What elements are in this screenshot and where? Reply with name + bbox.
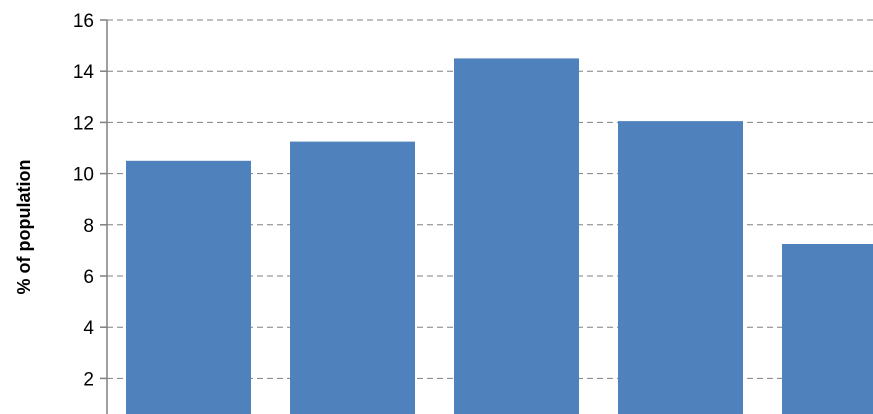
y-axis-title: % of population (14, 160, 34, 295)
y-tick-label: 6 (83, 267, 94, 288)
y-tick-labels: 2 4 6 8 10 12 14 16 (73, 11, 107, 390)
bar (290, 141, 415, 414)
bar (782, 244, 873, 414)
bar (454, 58, 579, 414)
y-tick-label: 16 (73, 11, 94, 32)
bar (618, 121, 743, 414)
y-tick-label: 14 (73, 62, 95, 83)
y-tick-label: 4 (83, 318, 94, 339)
y-tick-label: 8 (83, 216, 94, 237)
bars (126, 58, 873, 414)
y-tick-label: 12 (73, 113, 94, 134)
y-tick-label: 2 (83, 369, 94, 390)
bar (126, 160, 251, 414)
y-tick-label: 10 (73, 165, 94, 186)
